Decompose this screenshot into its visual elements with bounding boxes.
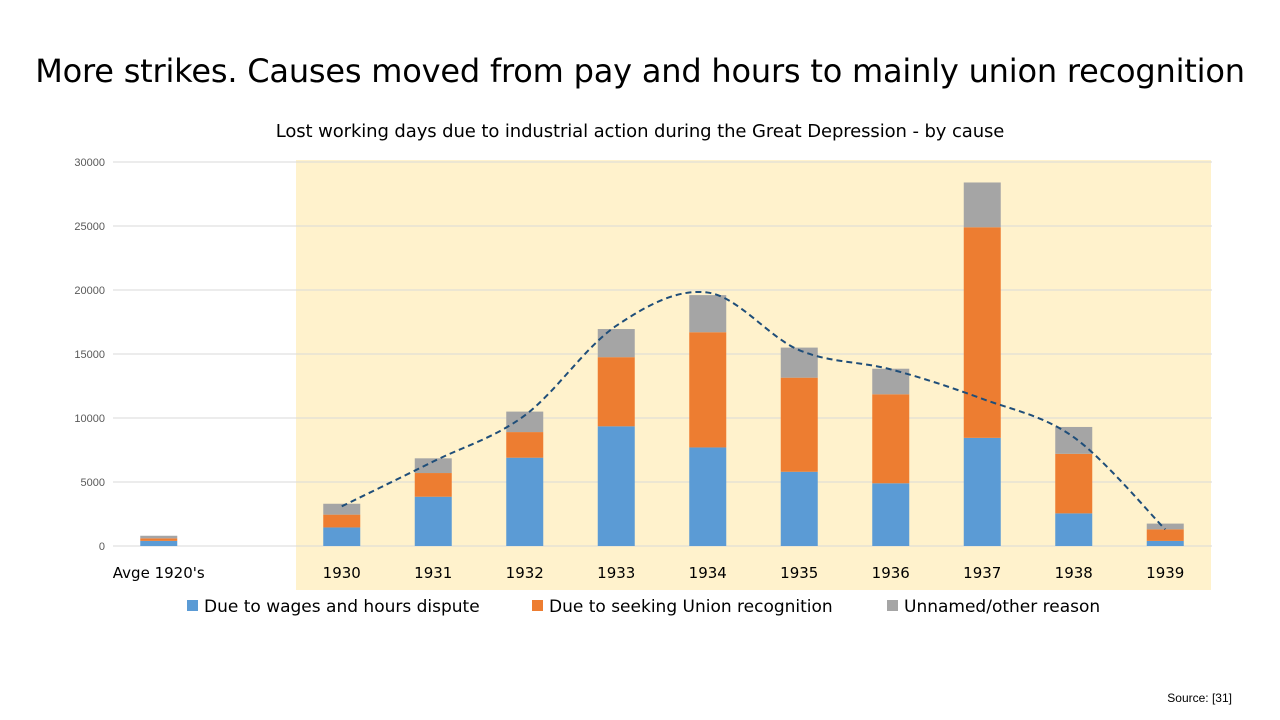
chart-title: Lost working days due to industrial acti…: [275, 121, 1005, 142]
bar-segment: [1055, 513, 1093, 546]
bar-segment: [780, 347, 818, 378]
x-tick-label: 1935: [780, 564, 818, 582]
bar-segment: [1146, 540, 1184, 546]
legend-label: Due to wages and hours dispute: [204, 597, 480, 617]
y-tick-label: 20000: [74, 285, 105, 297]
legend-swatch: [532, 600, 543, 611]
bar-segment: [1146, 523, 1184, 530]
bar-segment: [963, 182, 1001, 228]
bar-segment: [780, 471, 818, 546]
legend-swatch: [187, 600, 198, 611]
bar-segment: [140, 538, 178, 541]
slide-title: More strikes. Causes moved from pay and …: [35, 52, 1245, 90]
y-tick-label: 15000: [74, 349, 105, 361]
x-tick-label: 1931: [414, 564, 452, 582]
bar-segment: [506, 432, 544, 458]
bar-segment: [597, 357, 635, 427]
bar-segment: [506, 457, 544, 546]
bar-segment: [597, 329, 635, 358]
bar-segment: [872, 394, 910, 484]
x-tick-label: 1936: [872, 564, 910, 582]
x-tick-label: 1933: [597, 564, 635, 582]
y-tick-label: 25000: [74, 221, 105, 233]
bar-segment: [780, 377, 818, 472]
bar-segment: [689, 447, 727, 546]
x-tick-label: 1930: [323, 564, 361, 582]
x-tick-label: 1932: [506, 564, 544, 582]
bar-segment: [689, 295, 727, 333]
bar-segment: [1146, 529, 1184, 541]
y-tick-label: 5000: [81, 477, 105, 489]
bar-segment: [689, 332, 727, 448]
bar-segment: [414, 473, 452, 497]
x-tick-label: Avge 1920's: [113, 564, 205, 582]
bar-segment: [963, 437, 1001, 546]
bar-segment: [140, 540, 178, 546]
x-tick-label: 1938: [1055, 564, 1093, 582]
bar-segment: [140, 535, 178, 539]
bar-segment: [963, 227, 1001, 438]
bar-segment: [414, 458, 452, 474]
x-tick-label: 1934: [689, 564, 727, 582]
y-tick-label: 10000: [74, 413, 105, 425]
x-tick-label: 1939: [1146, 564, 1184, 582]
trend-line: [341, 290, 1166, 531]
legend-label: Due to seeking Union recognition: [549, 597, 833, 617]
legend-label: Unnamed/other reason: [904, 597, 1100, 617]
y-tick-label: 30000: [74, 157, 105, 169]
bar-segment: [872, 368, 910, 395]
bar-segment: [323, 503, 361, 515]
bar-segment: [323, 527, 361, 546]
stacked-bar-chart: 0 5000 10000 15000 20000 25000 30000 Avge 1920'…: [74, 157, 1212, 617]
bar-segment: [1055, 453, 1093, 514]
source-citation: Source: [31]: [1167, 691, 1232, 705]
legend-swatch: [887, 600, 898, 611]
bar-segment: [872, 483, 910, 546]
bar-segment: [414, 496, 452, 546]
x-tick-label: 1937: [963, 564, 1001, 582]
bar-segment: [506, 411, 544, 433]
bar-segment: [597, 426, 635, 546]
bar-segment: [1055, 426, 1093, 454]
y-tick-label: 0: [99, 541, 105, 553]
bar-segment: [323, 514, 361, 528]
